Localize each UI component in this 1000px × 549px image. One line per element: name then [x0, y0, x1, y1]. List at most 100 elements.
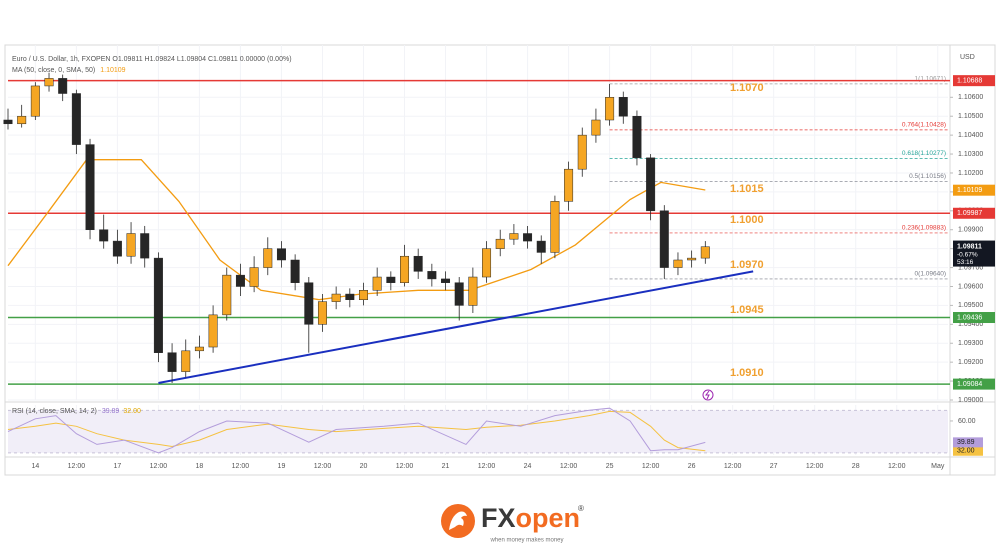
x-tick-label: 20	[360, 463, 368, 470]
x-tick-label: 14	[31, 463, 39, 470]
candle-body	[153, 257, 163, 353]
countdown: 53:16	[957, 259, 974, 266]
ma-value: 1.10109	[100, 67, 125, 74]
candle-body	[413, 255, 423, 272]
x-tick-label: 12:00	[478, 463, 496, 470]
candle-body	[112, 240, 122, 257]
current-price-box	[953, 240, 995, 267]
x-tick-label: 24	[524, 463, 532, 470]
candle-body	[17, 115, 27, 125]
candle-body	[140, 233, 150, 259]
candle-body	[427, 271, 437, 280]
price-marker-label: 1.10688	[957, 77, 982, 84]
y-tick-label: 1.09400	[958, 321, 983, 328]
level-annotation: 1.0970	[730, 259, 764, 271]
rsi-value: 39.89	[102, 408, 120, 415]
level-annotation: 1.1070	[730, 82, 764, 94]
rsi-marker	[953, 437, 983, 448]
x-tick-label: 19	[278, 463, 286, 470]
candle-body	[331, 293, 341, 302]
y-tick-label: 1.09900	[958, 227, 983, 234]
fib-label: 0(1.09640)	[915, 271, 946, 278]
logo-open: open	[516, 503, 581, 533]
candle-body	[673, 259, 683, 268]
level-annotation: 1.1015	[730, 183, 764, 195]
price-marker	[953, 207, 995, 219]
price-marker-label: 1.09987	[957, 210, 982, 217]
logo-text: FXopen	[481, 503, 580, 533]
x-tick-label: 17	[113, 463, 121, 470]
price-marker-label: 1.10109	[957, 187, 982, 194]
candle-body	[482, 248, 492, 278]
x-tick-label: 12:00	[888, 463, 906, 470]
price-marker	[953, 378, 995, 390]
chart: USD 14 12:00 17 12:00 18 12:00 19 12:00 20 12:00 21…	[3, 45, 995, 475]
candle-body	[523, 233, 533, 242]
x-tick-label: 12:00	[806, 463, 824, 470]
candle-body	[577, 134, 587, 170]
candle-body	[591, 119, 601, 136]
candle-body	[659, 210, 669, 268]
rsi-line	[7, 407, 706, 454]
candle-body	[194, 346, 204, 352]
candle-body	[632, 115, 642, 159]
y-tick-label: 1.09600	[958, 283, 983, 290]
fib-label: 0.236(1.09883)	[902, 225, 946, 232]
x-tick-label: 18	[196, 463, 204, 470]
ma-label: MA (50, close, 0, SMA, 50)	[12, 67, 95, 74]
x-tick-label: 12:00	[560, 463, 578, 470]
ma-header: MA (50, close, 0, SMA, 50) 1.10109	[12, 67, 126, 74]
candle-body	[400, 255, 409, 283]
candle-body	[290, 259, 300, 283]
candle-body	[3, 119, 13, 125]
x-tick-label: 12:00	[150, 463, 168, 470]
y-tick-label: 1.09300	[958, 340, 983, 347]
logo: FXopen ® when money makes money	[441, 503, 584, 544]
trendline	[158, 270, 754, 384]
fib-label: 0.618(1.10277)	[902, 150, 946, 157]
rsi-tick-label: 60.00	[958, 418, 976, 425]
chart-title: Euro / U.S. Dollar, 1h, FXOPEN O1.09811 …	[12, 56, 292, 63]
rsi-header: RSI (14, close, SMA, 14, 2) 39.89 32.00	[12, 408, 141, 415]
x-tick-label: 12:00	[314, 463, 332, 470]
currency-label: USD	[960, 54, 975, 61]
candle-body	[564, 168, 574, 202]
x-tick-label: 12:00	[642, 463, 660, 470]
x-tick-label: 21	[442, 463, 450, 470]
rsi-sma-value: 32.00	[123, 408, 141, 415]
event-bolt	[705, 390, 710, 400]
candle-body	[495, 238, 505, 249]
y-tick-label: 1.09700	[958, 264, 983, 271]
candle-body	[468, 276, 478, 306]
candle-body	[85, 144, 95, 230]
fib-label: 0.764(1.10428)	[902, 122, 946, 129]
candle-body	[249, 267, 259, 287]
rsi-marker	[953, 445, 983, 456]
candle-body	[550, 201, 560, 253]
candle-body	[700, 246, 710, 259]
candle-body	[441, 278, 451, 283]
price-marker	[953, 184, 995, 196]
x-tick-label: 27	[770, 463, 778, 470]
candle-body	[44, 78, 54, 87]
candle-body	[646, 157, 656, 212]
x-tick-label: 28	[852, 463, 860, 470]
y-tick-label: 1.10300	[958, 151, 983, 158]
rsi-marker-label: 32.00	[957, 448, 975, 455]
candle-body	[386, 276, 396, 283]
y-tick-label: 1.10500	[958, 113, 983, 120]
candle-body	[99, 229, 109, 242]
rsi-sma	[7, 410, 706, 452]
x-tick-label: 12:00	[724, 463, 742, 470]
fib-label: 0.5(1.10156)	[909, 173, 946, 180]
x-tick-label: 12:00	[68, 463, 86, 470]
candle-body	[345, 293, 355, 300]
y-tick-label: 1.09500	[958, 302, 983, 309]
logo-fx: FX	[481, 503, 516, 533]
price-marker	[953, 75, 995, 87]
candle-body	[126, 233, 136, 257]
y-tick-label: 1.10600	[958, 94, 983, 101]
candle-body	[30, 85, 40, 117]
logo-mark: ®	[578, 504, 584, 513]
